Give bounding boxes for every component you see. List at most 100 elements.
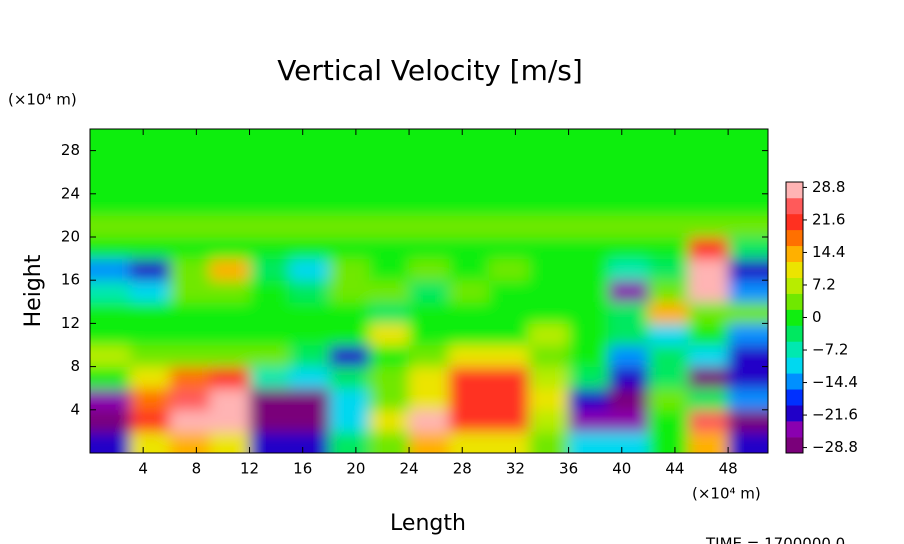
heat-cell (369, 431, 410, 453)
heat-cell (728, 388, 768, 411)
heat-cell (648, 345, 689, 368)
heat-cell (728, 172, 768, 195)
heat-cell (528, 237, 570, 260)
heat-cell (608, 280, 649, 303)
colorbar-band (786, 277, 803, 294)
heat-cell (129, 323, 171, 346)
heat-cell (568, 345, 609, 368)
heat-cell (608, 301, 649, 324)
heat-cell (648, 431, 689, 453)
heat-cell (648, 150, 689, 173)
heat-cell (289, 431, 330, 453)
heat-cell (608, 388, 649, 411)
heat-cell (369, 150, 410, 173)
colorbar-band (786, 357, 803, 374)
heat-cell (488, 193, 530, 216)
heat-cell (608, 150, 649, 173)
heat-cell (488, 388, 530, 411)
heat-cell (129, 150, 171, 173)
heat-cell (448, 366, 490, 389)
heat-cell (129, 193, 171, 216)
heat-cell (528, 129, 570, 152)
heat-cell (409, 431, 450, 453)
heat-cell (329, 258, 370, 281)
heat-cell (129, 215, 171, 238)
x-tick-label: 36 (559, 460, 578, 478)
colorbar-band (786, 325, 803, 342)
heat-cell (169, 323, 211, 346)
heat-cell (688, 215, 729, 238)
heat-cell (608, 345, 649, 368)
heat-cell (90, 129, 131, 152)
heat-cell (90, 172, 131, 195)
colorbar-band (786, 389, 803, 406)
heat-cell (209, 366, 251, 389)
heat-cell (648, 409, 689, 432)
heat-cell (528, 172, 570, 195)
heat-cell (329, 150, 370, 173)
heat-cell (568, 301, 609, 324)
heat-cell (688, 172, 729, 195)
colorbar-band (786, 182, 803, 199)
colorbar-tick-label: −7.2 (812, 341, 848, 359)
heat-cell (409, 366, 450, 389)
heat-cell (329, 237, 370, 260)
heat-cell (209, 129, 251, 152)
heat-cell (528, 323, 570, 346)
heat-cell (608, 129, 649, 152)
heat-cell (728, 129, 768, 152)
heat-cell (448, 323, 490, 346)
heat-cell (409, 280, 450, 303)
heat-cell (528, 280, 570, 303)
heat-cell (608, 409, 649, 432)
heat-cell (329, 388, 370, 411)
colorbar-tick-label: 7.2 (812, 275, 836, 293)
heat-cell (488, 150, 530, 173)
x-tick-label: 28 (453, 460, 472, 478)
heat-cell (528, 388, 570, 411)
heat-cell (488, 323, 530, 346)
heat-cell (688, 280, 729, 303)
heat-cell (369, 258, 410, 281)
heat-cell (209, 215, 251, 238)
heat-cell (169, 345, 211, 368)
heat-cell (409, 388, 450, 411)
heat-cell (688, 301, 729, 324)
heat-cell (648, 366, 689, 389)
heat-cell (129, 388, 171, 411)
heat-cell (90, 215, 131, 238)
colorbar-band (786, 405, 803, 422)
heat-cell (369, 193, 410, 216)
heat-cell (90, 193, 131, 216)
y-tick-label: 20 (61, 228, 80, 246)
heat-cell (129, 431, 171, 453)
heat-cell (289, 323, 330, 346)
y-axis-label: Height (21, 254, 46, 327)
plot-frame (89, 128, 769, 454)
heat-cell (728, 409, 768, 432)
heat-cell (448, 258, 490, 281)
heat-cell (448, 172, 490, 195)
heat-cell (448, 150, 490, 173)
heat-cell (129, 345, 171, 368)
heat-cell (249, 345, 290, 368)
heat-cell (488, 237, 530, 260)
heat-cell (369, 215, 410, 238)
heat-cell (528, 366, 570, 389)
heat-cell (289, 258, 330, 281)
heat-cell (209, 193, 251, 216)
colorbar-band (786, 229, 803, 247)
colorbar-tick-label: 0 (812, 308, 822, 326)
heat-cell (249, 301, 290, 324)
heat-cell (648, 388, 689, 411)
heat-cell (488, 409, 530, 432)
heat-cell (688, 129, 729, 152)
heat-cell (369, 388, 410, 411)
heat-cell (90, 366, 131, 389)
heat-cell (568, 431, 609, 453)
heat-cell (90, 409, 131, 432)
heat-cell (169, 366, 211, 389)
y-tick-label: 16 (61, 271, 80, 289)
heat-cell (728, 431, 768, 453)
heat-cell (648, 193, 689, 216)
